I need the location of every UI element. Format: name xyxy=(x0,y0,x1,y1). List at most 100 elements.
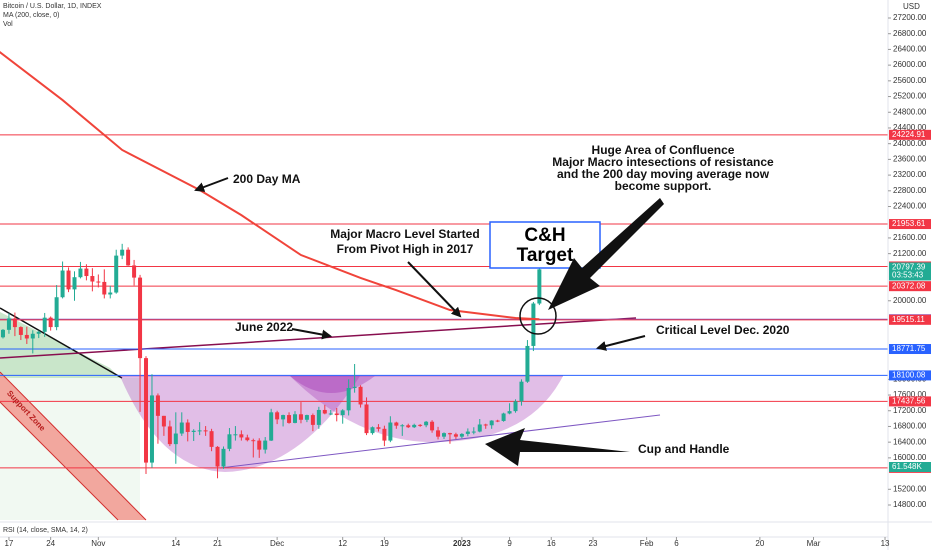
x-tick-label: 13 xyxy=(881,539,890,548)
y-tick-label: 26000.00 xyxy=(893,60,927,69)
candle-body xyxy=(108,292,113,295)
x-tick-label: 19 xyxy=(380,539,389,548)
candle-body xyxy=(281,415,286,420)
candle-body xyxy=(114,255,119,293)
annotation: Major Macro intesections of resistance xyxy=(552,155,774,169)
y-tick-label: 17600.00 xyxy=(893,390,927,399)
countdown: 03:53:43 xyxy=(892,271,924,280)
annotation: become support. xyxy=(615,179,712,193)
target-text: C&H xyxy=(524,225,565,246)
y-tick-label: 22800.00 xyxy=(893,186,927,195)
candle-body xyxy=(84,268,89,277)
arrow xyxy=(596,335,646,351)
support-edge xyxy=(0,401,119,521)
x-tick-label: Mar xyxy=(807,539,821,548)
candle-body xyxy=(471,431,476,433)
x-tick-label: 23 xyxy=(589,539,598,548)
trend-line xyxy=(0,317,637,359)
candle-body xyxy=(316,409,321,425)
price-axis xyxy=(888,0,932,522)
y-tick-label: 15200.00 xyxy=(893,484,927,493)
candle-body xyxy=(132,265,137,278)
support-edge xyxy=(0,371,147,521)
candle-body xyxy=(346,387,351,411)
candle-body xyxy=(72,277,77,290)
x-tick-label: 2023 xyxy=(453,539,471,548)
candle-body xyxy=(24,334,29,339)
x-tick-label: 20 xyxy=(755,539,764,548)
candle-body xyxy=(263,440,268,450)
candle-body xyxy=(447,433,452,435)
plot xyxy=(0,51,542,479)
candle-body xyxy=(18,327,23,335)
candle-body xyxy=(287,415,292,423)
volume-label: 61.548K xyxy=(892,462,922,471)
cup-right xyxy=(290,376,563,443)
annotation: Major Macro Level Started xyxy=(330,227,479,241)
rsi-label: RSI (14, close, SMA, 14, 2) xyxy=(3,527,88,534)
candle-body xyxy=(257,440,262,450)
y-tick-label: 26400.00 xyxy=(893,45,927,54)
trend-line xyxy=(219,414,661,469)
y-tick-label: 23600.00 xyxy=(893,154,927,163)
y-tick-label: 22400.00 xyxy=(893,202,927,211)
y-tick-label: 20000.00 xyxy=(893,296,927,305)
candle-body xyxy=(203,430,208,432)
candle-body xyxy=(483,424,488,426)
candle-body xyxy=(394,422,399,426)
candle-body xyxy=(275,412,280,420)
x-tick-label: 21 xyxy=(213,539,222,548)
candle-body xyxy=(322,409,327,414)
candle-body xyxy=(102,281,107,295)
candle-body xyxy=(501,413,506,421)
candle-body xyxy=(155,395,160,416)
candle-body xyxy=(412,424,417,428)
green-zone xyxy=(0,312,120,378)
header: MA (200, close, 0) xyxy=(3,12,59,19)
candle-body xyxy=(209,431,214,447)
handle xyxy=(290,376,375,393)
candle-body xyxy=(424,421,429,426)
ma-line xyxy=(0,51,540,321)
y-tick-label: 16800.00 xyxy=(893,422,927,431)
candle-body xyxy=(191,430,196,432)
candle-body xyxy=(376,427,381,429)
y-tick-label: 21600.00 xyxy=(893,233,927,242)
candle-body xyxy=(221,448,226,467)
candle-body xyxy=(430,421,435,431)
cup-left xyxy=(120,376,360,472)
level-tag xyxy=(889,396,931,407)
candle-body xyxy=(90,276,95,282)
candle-body xyxy=(525,345,530,382)
x-tick-label: 6 xyxy=(674,539,679,548)
arrow xyxy=(291,328,332,340)
candle-body xyxy=(489,420,494,426)
x-tick-label: 16 xyxy=(547,539,556,548)
candle-body xyxy=(167,426,172,445)
candle-body xyxy=(233,434,238,436)
y-tick-label: 21200.00 xyxy=(893,249,927,258)
annotations: C&H Target 200 Day MA Major Macro Level … xyxy=(5,143,790,466)
candle-body xyxy=(537,269,542,304)
annotation: Cup and Handle xyxy=(638,442,730,456)
candle-body xyxy=(30,333,35,339)
candle-body xyxy=(310,415,315,425)
level-label: 20372.08 xyxy=(892,281,926,290)
candle-body xyxy=(239,434,244,438)
x-tick-label: 24 xyxy=(46,539,55,548)
drawings xyxy=(0,307,661,521)
x-tick-label: Nov xyxy=(91,539,105,548)
candle-body xyxy=(465,431,470,434)
x-tick-label: 17 xyxy=(4,539,13,548)
level-tag xyxy=(889,314,931,325)
candle-body xyxy=(12,318,17,328)
candle-body xyxy=(179,422,184,434)
candle-body xyxy=(358,386,363,405)
candle-body xyxy=(149,395,154,463)
x-tick-label: 12 xyxy=(338,539,347,548)
candle-body xyxy=(293,414,298,423)
candle-body xyxy=(144,358,149,463)
candle-body xyxy=(36,331,41,334)
level-label: 24224.91 xyxy=(892,130,926,139)
